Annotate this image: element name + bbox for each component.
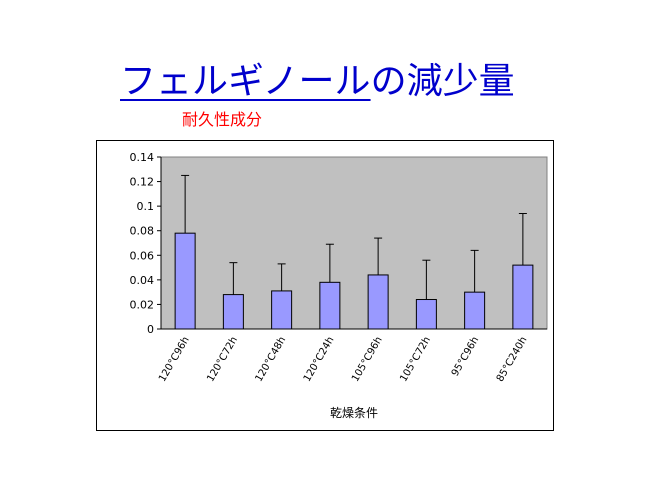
- x-tick-label: 95°C96h: [450, 335, 481, 378]
- slide-title: フェルギノールの減少量: [120, 60, 540, 104]
- slide-subtitle: 耐久性成分: [182, 110, 263, 129]
- x-tick-label: 120°C48h: [254, 335, 289, 384]
- x-tick-label: 105°C96h: [350, 335, 385, 384]
- bar: [319, 281, 341, 330]
- x-axis-label: 乾燥条件: [330, 406, 378, 420]
- plot-area: [160, 156, 548, 330]
- x-tick-label: 120°C24h: [302, 335, 337, 384]
- bar: [415, 299, 437, 330]
- y-axis: 0 0.02 0.04 0.06 0.08 0.1 0.12 0.14: [130, 151, 162, 336]
- x-axis: 120°C96h 120°C72h 120°C48h 120°C24h 105°C96h…: [157, 328, 547, 384]
- y-tick-label: 0.04: [130, 274, 155, 287]
- y-tick-label: 0.08: [130, 225, 155, 238]
- bar: [222, 294, 244, 330]
- x-tick-label: 105°C72h: [398, 335, 433, 384]
- x-tick-label: 120°C72h: [205, 335, 240, 384]
- bar: [464, 291, 486, 330]
- x-tick-label: 85°C240h: [495, 335, 530, 384]
- y-tick-label: 0.12: [130, 176, 155, 189]
- y-tick-label: 0.1: [137, 200, 155, 213]
- y-tick-label: 0: [147, 323, 154, 336]
- slide-title-rest: の減少量: [370, 61, 515, 102]
- error-bars: [181, 174, 527, 300]
- bar: [512, 264, 534, 330]
- bar: [367, 274, 389, 330]
- y-tick-label: 0.14: [130, 151, 155, 164]
- bar: [271, 290, 293, 330]
- y-tick-label: 0.06: [130, 249, 155, 262]
- y-tick-label: 0.02: [130, 298, 155, 311]
- slide-title-main: フェルギノール: [120, 61, 371, 102]
- bar: [174, 232, 196, 330]
- x-tick-label: 120°C96h: [157, 335, 192, 384]
